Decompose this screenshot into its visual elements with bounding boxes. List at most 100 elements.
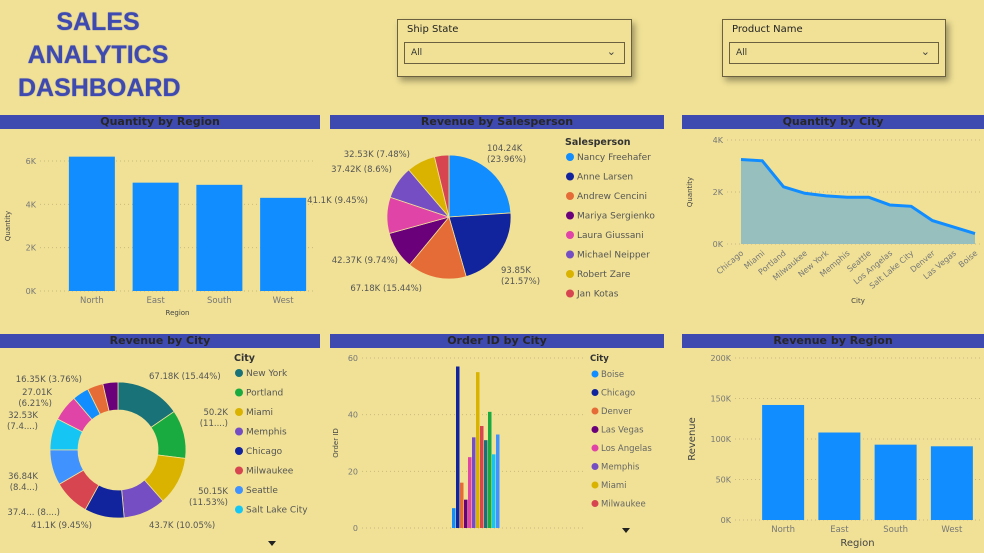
y-tick-label: 100K — [710, 435, 731, 444]
legend-item[interactable]: Nancy Freehafer — [577, 153, 651, 163]
bar[interactable] — [496, 434, 500, 529]
bar[interactable] — [460, 482, 464, 528]
legend-title: Salesperson — [565, 137, 631, 148]
slicer-label: Product Name — [732, 24, 803, 35]
chart-header: Revenue by Region — [682, 334, 984, 348]
bar[interactable] — [874, 444, 917, 520]
data-label: 42.37K (9.74%) — [332, 256, 398, 266]
scroll-down-icon[interactable] — [268, 541, 276, 546]
title-line: SALES — [56, 8, 140, 36]
legend-item[interactable]: Portland — [246, 389, 283, 399]
legend-item[interactable]: Boise — [601, 370, 624, 380]
product-name-dropdown[interactable]: All ⌄ — [729, 42, 939, 64]
legend-item[interactable]: Robert Zare — [577, 270, 631, 280]
bar[interactable] — [930, 446, 973, 520]
legend-item[interactable]: Milwaukee — [246, 467, 294, 477]
legend-marker[interactable] — [591, 426, 599, 433]
legend-marker[interactable] — [591, 444, 599, 452]
bar[interactable] — [132, 182, 179, 291]
legend-marker[interactable] — [566, 172, 574, 181]
legend-item[interactable]: Chicago — [601, 389, 635, 399]
data-label: 93.85K — [501, 266, 531, 276]
legend-marker[interactable] — [591, 407, 599, 415]
legend-item[interactable]: Miami — [246, 408, 273, 418]
legend-marker[interactable] — [235, 466, 243, 475]
y-tick-label: 40 — [348, 411, 358, 420]
data-label: (6.21%) — [18, 399, 52, 409]
bar[interactable] — [452, 508, 456, 528]
bar[interactable] — [762, 404, 805, 520]
legend-item[interactable]: Memphis — [601, 463, 640, 473]
legend-item[interactable]: Seattle — [246, 486, 278, 496]
x-axis-title: City — [851, 297, 865, 305]
legend-item[interactable]: Miami — [601, 481, 627, 491]
legend-item[interactable]: Anne Larsen — [577, 173, 633, 183]
legend-marker[interactable] — [566, 289, 574, 298]
legend-marker[interactable] — [235, 505, 243, 514]
legend-marker[interactable] — [235, 388, 243, 397]
slice[interactable] — [448, 212, 512, 278]
legend-marker[interactable] — [591, 370, 599, 378]
legend-item[interactable]: Chicago — [246, 447, 283, 457]
bar[interactable] — [196, 184, 243, 291]
legend-marker[interactable] — [235, 486, 243, 494]
legend-marker[interactable] — [591, 500, 599, 507]
bar[interactable] — [468, 457, 472, 528]
slice[interactable] — [433, 154, 450, 218]
bar[interactable] — [464, 499, 468, 528]
data-label: 67.18K (15.44%) — [350, 284, 422, 294]
x-tick-label: Chicago — [715, 249, 745, 277]
x-tick-label: South — [207, 296, 232, 306]
ship-state-dropdown[interactable]: All ⌄ — [404, 42, 625, 64]
chevron-down-icon: ⌄ — [606, 45, 616, 58]
legend-marker[interactable] — [591, 463, 599, 470]
y-tick-label: 0K — [721, 516, 732, 525]
legend-item[interactable]: Salt Lake City — [246, 506, 308, 516]
x-axis-title: Region — [840, 538, 874, 549]
legend-item[interactable]: Mariya Sergienko — [577, 212, 655, 222]
data-label: (23.96%) — [487, 155, 526, 165]
legend-item[interactable]: Michael Neipper — [577, 251, 650, 261]
legend-item[interactable]: Los Angelas — [601, 444, 652, 454]
legend-marker[interactable] — [591, 481, 599, 489]
legend-marker[interactable] — [566, 211, 574, 220]
title-line: DASHBOARD — [18, 74, 181, 102]
slice[interactable] — [408, 216, 467, 280]
legend-marker[interactable] — [235, 447, 243, 455]
bar[interactable] — [484, 440, 488, 528]
x-tick-label: East — [146, 296, 165, 306]
legend-item[interactable]: Memphis — [246, 428, 287, 438]
data-label: 37.42K (8.6%) — [331, 165, 392, 175]
legend-item[interactable]: New York — [246, 369, 288, 379]
bar[interactable] — [818, 432, 861, 520]
legend-marker[interactable] — [566, 153, 574, 161]
legend-marker[interactable] — [566, 192, 574, 200]
legend-item[interactable]: Jan Kotas — [576, 290, 619, 300]
bar[interactable] — [476, 372, 480, 528]
legend-marker[interactable] — [235, 408, 243, 416]
legend-marker[interactable] — [566, 250, 574, 259]
legend-item[interactable]: Milwaukee — [601, 500, 646, 510]
slice[interactable] — [448, 154, 512, 218]
legend-item[interactable]: Las Vegas — [601, 426, 644, 436]
scroll-down-icon[interactable] — [622, 528, 630, 533]
data-label: (11....) — [200, 419, 228, 429]
bar[interactable] — [260, 197, 307, 291]
legend-marker[interactable] — [566, 270, 574, 278]
legend-marker[interactable] — [591, 389, 599, 396]
legend-item[interactable]: Andrew Cencini — [577, 192, 647, 202]
data-label: 32.53K — [8, 411, 38, 421]
legend-item[interactable]: Laura Giussani — [577, 231, 644, 241]
bar[interactable] — [488, 411, 492, 528]
slice[interactable] — [102, 381, 119, 412]
legend-marker[interactable] — [566, 231, 574, 239]
bar[interactable] — [456, 366, 460, 529]
bar[interactable] — [480, 426, 484, 528]
legend-marker[interactable] — [235, 427, 243, 436]
legend-item[interactable]: Denver — [601, 407, 632, 417]
bar[interactable] — [472, 437, 476, 528]
bar[interactable] — [492, 454, 496, 528]
legend-marker[interactable] — [235, 369, 243, 377]
bar[interactable] — [68, 156, 115, 291]
data-label: 36.84K — [8, 472, 38, 482]
